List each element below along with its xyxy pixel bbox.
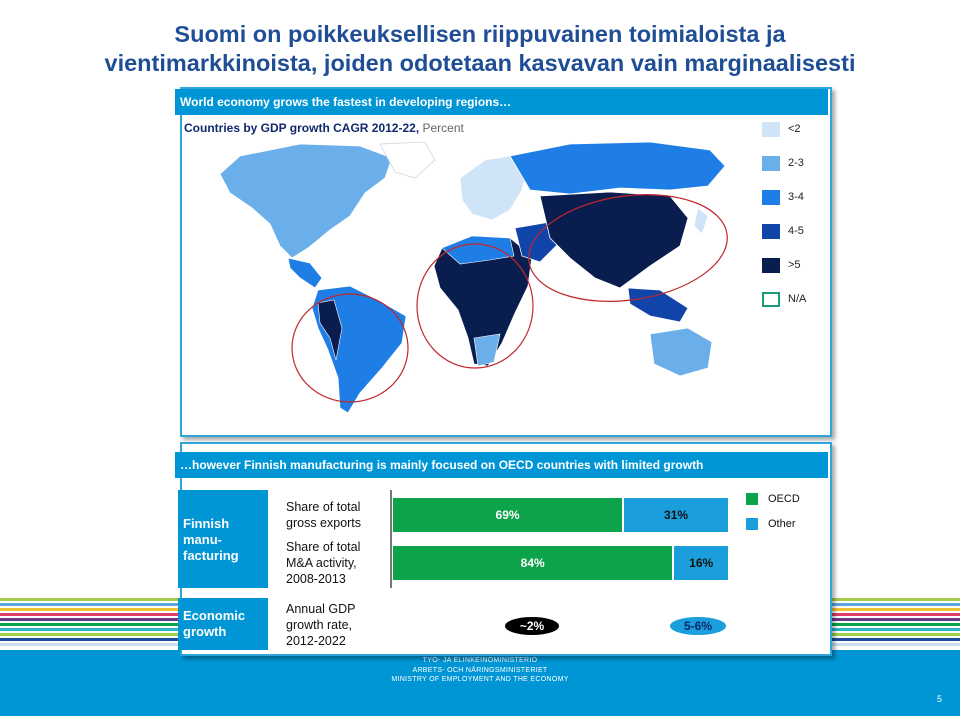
map-subtitle-unit: Percent [419,121,464,135]
row-label-line: Finnish [183,516,230,531]
map-legend-label: N/A [788,293,807,305]
metric-label-line: gross exports [286,516,362,530]
map-region-north-america [219,143,393,259]
row-label-economic-growth: Economic growth [178,598,268,650]
page-number: 5 [936,694,942,704]
map-region-southern-africa [473,333,501,367]
map-legend-swatch [762,291,780,307]
bar-segment-oecd: 84% [393,546,673,580]
metric-label-line: growth rate, [286,618,353,632]
map-region-greenland [379,141,436,179]
map-legend-swatch [762,155,780,171]
map-region-australia [649,327,713,377]
map-region-asia [539,191,689,289]
bar-legend-item: OECD [746,493,800,505]
map-legend-swatch [762,223,780,239]
map-legend-item: N/A [762,291,806,307]
bar-legend-swatch [746,518,758,530]
map-region-southeast-asia [627,287,689,323]
bar-axis-line [390,490,392,588]
decorative-stripes-right [832,598,960,650]
map-region-andes [317,299,343,361]
map-legend-label: 4-5 [788,225,804,237]
bar-legend-label: OECD [768,493,800,505]
map-legend-label: 2-3 [788,157,804,169]
map-region-europe [459,155,529,221]
map-legend-label: <2 [788,123,801,135]
footer-ministry-en: MINISTRY OF EMPLOYMENT AND THE ECONOMY [391,676,569,683]
slide-title-line-2: vientimarkkinoista, joiden odotetaan kas… [104,50,856,76]
map-legend-item: 3-4 [762,189,804,205]
metric-label-line: M&A activity, [286,556,357,570]
map-legend-item: <2 [762,121,801,137]
map-legend-swatch [762,189,780,205]
slide-title: Suomi on poikkeuksellisen riippuvainen t… [0,20,960,78]
footer-ministry-fi: TYÖ- JA ELINKEINOMINISTERIÖ [422,657,538,664]
metric-label-line: 2012-2022 [286,634,346,648]
map-legend-label: >5 [788,259,801,271]
row-label-line: manu- [183,532,222,547]
map-legend-swatch [762,257,780,273]
map-legend-item: 4-5 [762,223,804,239]
map-legend-swatch [762,121,780,137]
slide-title-line-1: Suomi on poikkeuksellisen riippuvainen t… [174,21,786,47]
metric-label-line: Annual GDP [286,602,356,616]
metric-label-line: Share of total [286,540,361,554]
metric-label-line: Share of total [286,500,361,514]
world-map [219,141,728,414]
bar-segment-other: 31% [624,498,728,532]
metric-label-mna: Share of total M&A activity, 2008-2013 [286,539,360,587]
manufacturing-panel-header: …however Finnish manufacturing is mainly… [175,452,828,478]
highlight-ellipse-asia [528,194,728,302]
bar-legend-label: Other [768,518,796,530]
map-panel-header: World economy grows the fastest in devel… [175,89,828,115]
highlight-ellipse-africa [416,243,534,369]
map-legend-label: 3-4 [788,191,804,203]
map-region-central-america [287,257,323,289]
map-legend-item: 2-3 [762,155,804,171]
map-region-middle-east [514,221,559,263]
map-subtitle: Countries by GDP growth CAGR 2012-22, Pe… [184,121,464,135]
row-label-line: growth [183,624,227,639]
metric-label-line: 2008-2013 [286,572,346,586]
map-region-japan [693,207,709,235]
map-legend-item: >5 [762,257,801,273]
footer-band: TYÖ- JA ELINKEINOMINISTERIÖ ARBETS- OCH … [0,650,960,716]
metric-label-gdp: Annual GDP growth rate, 2012-2022 [286,601,355,649]
map-region-russia [509,141,726,195]
bar-legend-item: Other [746,518,796,530]
map-region-north-africa [441,235,515,265]
row-label-line: Economic [183,608,246,623]
bar-segment-oecd: 69% [393,498,623,532]
decorative-stripes-left [0,598,178,650]
highlight-ellipse-south-america [291,293,409,403]
gdp-growth-oecd-badge: ~2% [505,617,559,635]
map-subtitle-bold: Countries by GDP growth CAGR 2012-22, [184,121,420,135]
row-label-finnish-manufacturing: Finnish manu- facturing [178,490,268,588]
bar-segment-other: 16% [674,546,728,580]
row-label-line: facturing [183,548,239,563]
bar-legend-swatch [746,493,758,505]
metric-label-exports: Share of total gross exports [286,499,361,531]
footer-ministry-sv: ARBETS- OCH NÄRINGSMINISTERIET [412,667,548,674]
gdp-growth-other-badge: 5-6% [670,617,726,635]
